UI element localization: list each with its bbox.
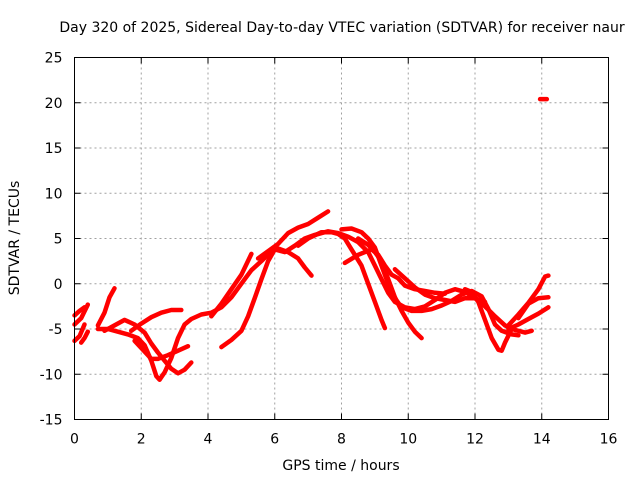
series-track-3 — [72, 322, 87, 344]
y-tick-labels: -15 -10 -5 0 5 10 15 20 25 — [40, 51, 63, 429]
x-tick-label: 0 — [70, 432, 79, 448]
y-tick-label: 15 — [45, 141, 63, 157]
series-track-9 — [132, 338, 191, 362]
series-track-20 — [516, 295, 551, 321]
series-track-5 — [95, 286, 117, 328]
y-tick-label: 25 — [45, 51, 63, 67]
x-axis-label: GPS time / hours — [282, 458, 399, 474]
y-tick-label: -5 — [49, 322, 63, 338]
series-track-12 — [255, 209, 331, 261]
series-track-6 — [95, 246, 314, 382]
chart-title: Day 320 of 2025, Sidereal Day-to-day VTE… — [59, 20, 625, 36]
y-tick-label: 20 — [45, 96, 63, 112]
series-track-17 — [392, 267, 488, 305]
series-track-19 — [506, 273, 551, 328]
series-track-1 — [72, 305, 87, 318]
x-tick-label: 8 — [337, 432, 346, 448]
series-track-11 — [209, 251, 254, 319]
axis-ticks — [74, 57, 609, 420]
data-series — [72, 96, 551, 382]
y-tick-label: -15 — [40, 413, 63, 429]
series-track-2 — [72, 302, 91, 327]
series-track-4 — [78, 329, 91, 345]
x-tick-label: 12 — [466, 432, 484, 448]
y-tick-label: -10 — [40, 367, 63, 383]
x-tick-label: 10 — [399, 432, 417, 448]
series-track-21 — [506, 305, 551, 332]
series-track-18 — [462, 286, 514, 353]
series-track-13 — [295, 229, 388, 331]
series-track-16 — [342, 247, 448, 296]
x-tick-label: 14 — [533, 432, 551, 448]
x-tick-label: 2 — [137, 432, 146, 448]
y-axis-label: SDTVAR / TECUs — [7, 181, 23, 296]
x-tick-labels: 0 2 4 6 8 10 12 14 16 — [70, 432, 617, 448]
y-tick-label: 5 — [54, 232, 63, 248]
y-tick-label: 0 — [54, 277, 63, 293]
x-tick-label: 6 — [270, 432, 279, 448]
series-track-8 — [128, 307, 184, 334]
series-track-7 — [102, 317, 194, 376]
grid-lines — [74, 57, 609, 420]
series-track-14 — [339, 226, 521, 338]
x-tick-label: 16 — [600, 432, 618, 448]
x-tick-label: 4 — [204, 432, 213, 448]
y-tick-label: 10 — [45, 186, 63, 202]
